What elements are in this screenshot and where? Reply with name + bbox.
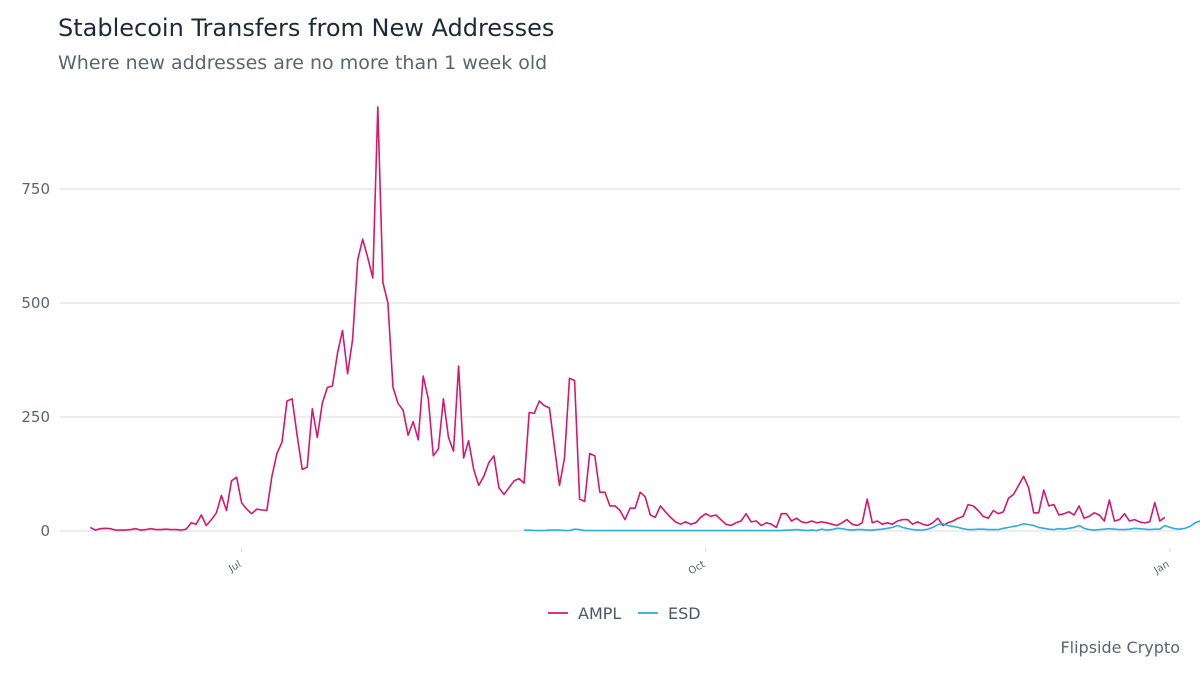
x-tick-label: Oct <box>687 559 708 577</box>
x-axis-ticks: Jul Oct Jan <box>226 548 1171 577</box>
legend-label-ampl: AMPL <box>578 604 621 623</box>
y-axis-ticks: 0 250 500 750 <box>21 180 50 540</box>
chart-title: Stablecoin Transfers from New Addresses <box>58 14 555 42</box>
chart-caption: Flipside Crypto <box>1060 638 1180 657</box>
chart-subtitle: Where new addresses are no more than 1 w… <box>58 52 548 74</box>
legend: AMPL ESD <box>548 604 701 623</box>
legend-label-esd: ESD <box>668 604 701 623</box>
series-line-esd <box>524 520 1200 532</box>
x-tick-label: Jul <box>226 559 243 575</box>
series-line-ampl <box>89 106 1166 531</box>
x-tick-label: Jan <box>1152 559 1172 577</box>
y-tick-label: 250 <box>21 408 50 426</box>
grid-lines <box>60 188 1180 532</box>
y-tick-label: 750 <box>21 180 50 198</box>
series-lines <box>89 106 1200 532</box>
y-tick-label: 0 <box>40 522 50 540</box>
y-tick-label: 500 <box>21 294 50 312</box>
